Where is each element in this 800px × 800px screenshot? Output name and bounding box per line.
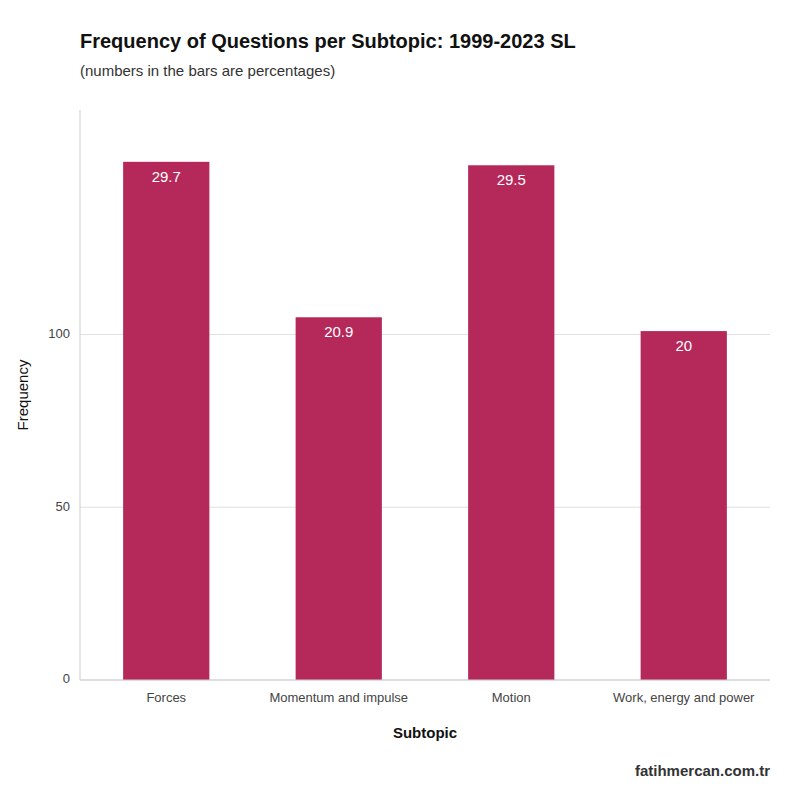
x-tick-label: Motion <box>492 690 531 705</box>
chart-container: Frequency of Questions per Subtopic: 199… <box>0 0 800 800</box>
y-axis-line <box>80 110 81 680</box>
bar-label: 20 <box>675 337 692 354</box>
bar <box>641 331 727 680</box>
bar-label: 29.7 <box>152 168 181 185</box>
bar-label: 29.5 <box>497 171 526 188</box>
x-tick-label: Forces <box>146 690 186 705</box>
bar-label: 20.9 <box>324 323 353 340</box>
y-tick-label: 100 <box>48 326 70 341</box>
x-axis-line <box>80 680 770 681</box>
bars <box>123 162 727 680</box>
x-axis-label: Subtopic <box>393 724 457 741</box>
bar <box>468 165 554 680</box>
y-tick-label: 0 <box>63 671 70 686</box>
background <box>0 0 800 800</box>
subtitle: (numbers in the bars are percentages) <box>80 62 335 79</box>
title: Frequency of Questions per Subtopic: 199… <box>80 30 576 52</box>
y-tick-label: 50 <box>56 499 70 514</box>
bar <box>123 162 209 680</box>
watermark: fatihmercan.com.tr <box>635 762 770 779</box>
x-tick-label: Momentum and impulse <box>269 690 408 705</box>
y-axis-label: Frequency <box>14 359 31 430</box>
bar <box>296 317 382 680</box>
chart-svg: Frequency of Questions per Subtopic: 199… <box>0 0 800 800</box>
x-tick-label: Work, energy and power <box>613 690 755 705</box>
grid-line <box>80 680 770 681</box>
